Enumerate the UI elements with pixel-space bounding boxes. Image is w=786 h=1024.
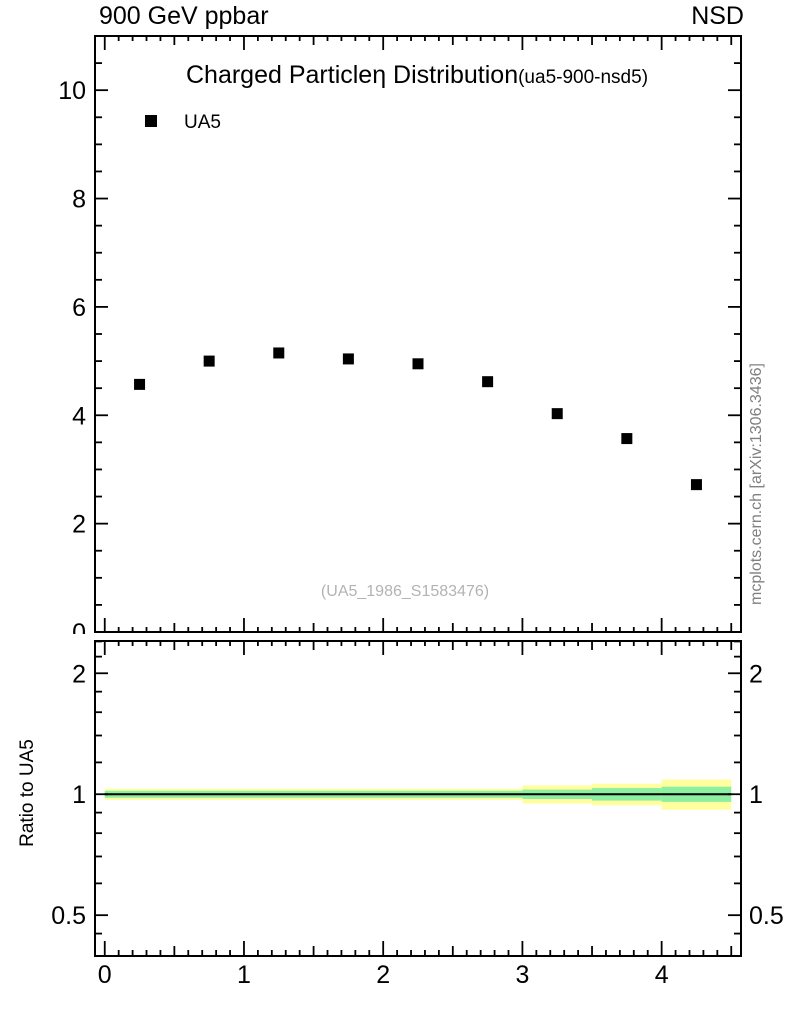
ratio-y-tick-label-left: 0.5 [51, 902, 86, 930]
data-point-ua5 [621, 433, 633, 445]
y-axis-tick-label: 2 [72, 511, 86, 539]
ratio-y-tick-label-left: 1 [72, 781, 86, 809]
mcplots-arxiv-sidenote: mcplots.cern.ch [arXiv:1306.3436] [748, 363, 765, 605]
ratio-axis-title: Ratio to UA5 [17, 739, 38, 847]
beam-energy-label: 900 GeV ppbar [99, 2, 269, 30]
x-axis-tick-label: 4 [655, 961, 669, 989]
plot-subtitle: (ua5-900-nsd5) [518, 67, 649, 88]
ratio-y-tick-label-left: 2 [72, 660, 86, 688]
x-axis-tick-label: 1 [237, 961, 251, 989]
x-axis-tick-label: 2 [376, 961, 390, 989]
data-point-ua5 [551, 408, 563, 420]
data-point-ua5 [273, 347, 285, 359]
ratio-plot-canvas: 0.5 0.5 1 1 2 2 0 1 2 3 4 [51, 640, 784, 989]
data-point-ua5 [412, 358, 424, 370]
ratio-y-tick-label-right: 1 [749, 781, 763, 809]
plot-title: Charged Particleη Distribution [186, 61, 519, 89]
analysis-id-watermark: (UA5_1986_S1583476) [320, 583, 490, 600]
data-point-ua5 [203, 355, 215, 367]
data-point-ua5 [482, 376, 494, 388]
main-plot-canvas: 0 2 4 6 8 10 [58, 35, 742, 634]
y-axis-tick-label: 10 [58, 77, 86, 105]
x-axis-tick-label: 3 [515, 961, 529, 989]
data-point-ua5 [134, 378, 146, 390]
y-axis-tick-label: 6 [72, 294, 86, 322]
legend-filled-square-icon [145, 115, 157, 127]
data-point-ua5 [342, 353, 354, 365]
plot-title-row: Charged Particleη Distribution (ua5-900-… [186, 61, 648, 90]
y-axis-tick-label: 0 [72, 619, 86, 634]
event-class-label: NSD [691, 2, 744, 30]
y-axis-tick-label: 4 [72, 402, 86, 430]
ratio-y-tick-label-right: 0.5 [749, 902, 784, 930]
y-axis-tick-label: 8 [72, 186, 86, 214]
data-point-ua5 [690, 479, 702, 491]
legend-label: UA5 [184, 112, 221, 133]
ratio-y-tick-label-right: 2 [749, 660, 763, 688]
x-axis-tick-label: 0 [98, 961, 112, 989]
ratio-plot-frame [94, 640, 742, 957]
